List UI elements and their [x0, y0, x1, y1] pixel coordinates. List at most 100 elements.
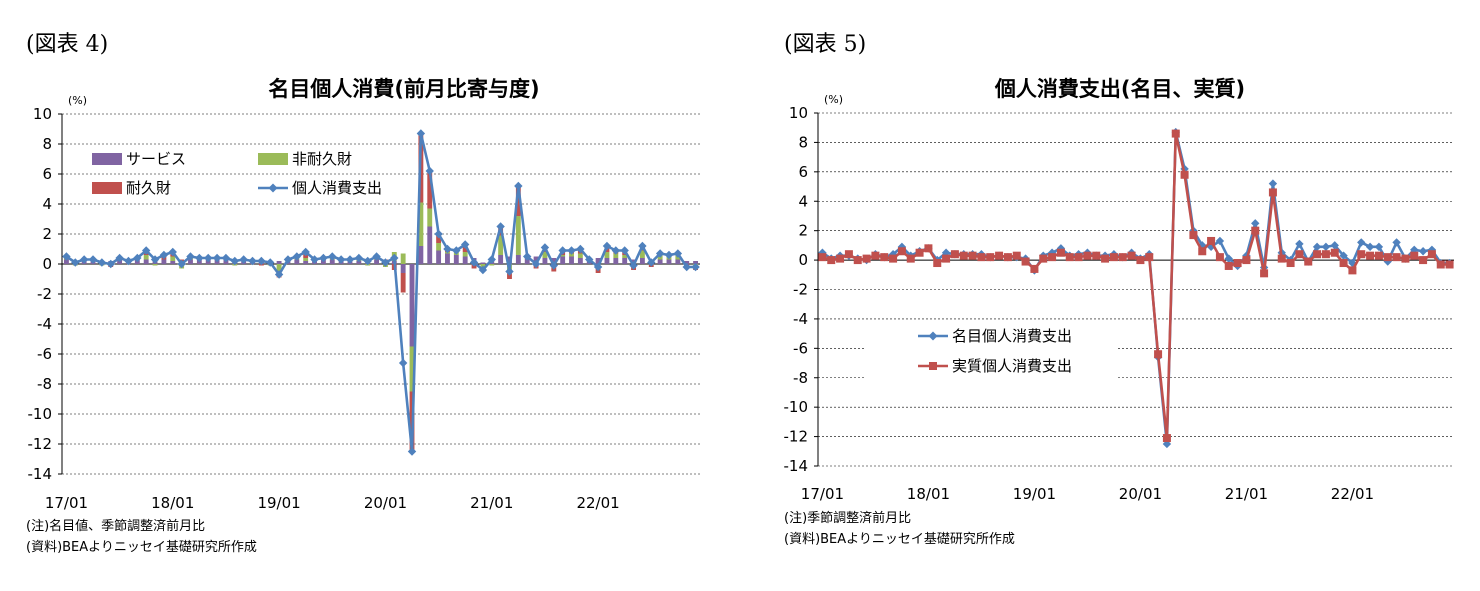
- bar-segment: [303, 258, 309, 261]
- y-tick-label: -10: [28, 405, 53, 423]
- data-point: [844, 250, 853, 259]
- data-point: [664, 250, 674, 260]
- data-point: [1321, 242, 1331, 252]
- figure-5-label: (図表 5): [784, 32, 867, 57]
- data-point: [1330, 241, 1339, 250]
- bar-segment: [604, 258, 610, 264]
- series-line: [821, 130, 1450, 446]
- data-point: [230, 256, 239, 266]
- y-axis-unit: (%): [824, 93, 843, 106]
- y-tick-label: 4: [42, 195, 52, 213]
- x-tick-label: 22/01: [1331, 485, 1374, 503]
- data-point: [576, 244, 585, 254]
- y-tick-label: 10: [33, 105, 52, 123]
- data-point: [942, 254, 951, 263]
- data-point: [1180, 170, 1189, 179]
- y-tick-label: 8: [798, 133, 808, 151]
- data-point: [1251, 219, 1260, 228]
- data-point: [1083, 251, 1092, 260]
- bar-segment: [294, 259, 300, 264]
- bar-segment: [418, 202, 424, 246]
- data-point: [540, 243, 550, 252]
- data-point: [827, 256, 836, 265]
- data-point: [1357, 250, 1366, 259]
- data-point: [133, 253, 142, 263]
- data-point: [1313, 250, 1322, 259]
- data-point: [88, 255, 98, 264]
- x-tick-label: 19/01: [257, 494, 300, 512]
- bar-segment: [489, 264, 495, 266]
- data-point: [292, 252, 302, 261]
- data-point: [1189, 231, 1198, 240]
- legend-box: [866, 320, 1116, 380]
- data-point: [71, 258, 80, 267]
- data-point: [443, 244, 452, 254]
- y-tick-label: -4: [793, 310, 808, 328]
- data-point: [398, 358, 408, 368]
- bar-segment: [409, 264, 415, 347]
- y-tick-label: -14: [784, 457, 809, 475]
- data-point: [390, 253, 399, 263]
- bar-segment: [666, 259, 672, 264]
- bar-segment: [515, 255, 521, 264]
- figure-5-note: (注)季節調整済前月比: [784, 511, 912, 526]
- bar-segment: [418, 246, 424, 264]
- data-point: [1268, 188, 1277, 197]
- data-point: [1048, 253, 1057, 262]
- data-point: [1427, 250, 1436, 259]
- bar-segment: [152, 264, 158, 266]
- bar-segment: [498, 255, 504, 264]
- data-point: [1136, 256, 1145, 265]
- bar-segment: [303, 261, 309, 264]
- bar-segment: [675, 259, 681, 264]
- bar-segment: [622, 255, 628, 258]
- data-point: [1268, 179, 1278, 188]
- data-point: [106, 259, 115, 269]
- data-point: [168, 247, 177, 257]
- bar-segment: [143, 259, 149, 264]
- figure-5-panel: (図表 5) 個人消費支出(名目、実質) (%) 10 8 6 4 2 0 -2 -4 -6 -8 -1…: [740, 0, 1480, 591]
- data-point: [1304, 257, 1313, 266]
- y-tick-label: 6: [42, 165, 52, 183]
- bar-segment: [498, 235, 504, 255]
- bar-segment: [551, 258, 557, 264]
- data-point: [871, 251, 880, 260]
- data-point: [1074, 253, 1083, 262]
- data-point: [1365, 242, 1375, 252]
- data-point: [1162, 434, 1171, 443]
- y-tick-label: -6: [793, 339, 808, 357]
- bar-segment: [613, 253, 619, 258]
- bar-segment: [445, 253, 450, 264]
- data-point: [1321, 250, 1330, 259]
- x-tick-label: 19/01: [1013, 485, 1056, 503]
- data-point: [1436, 260, 1445, 269]
- data-point: [862, 254, 871, 263]
- data-point: [496, 222, 505, 231]
- data-point: [1427, 245, 1437, 254]
- data-point: [345, 255, 355, 264]
- bar-segment: [400, 264, 406, 273]
- data-point: [915, 248, 924, 257]
- bar-segment: [569, 256, 574, 264]
- bar-segment: [560, 255, 566, 257]
- data-point: [818, 253, 827, 262]
- data-point: [968, 251, 977, 260]
- data-point: [221, 253, 231, 263]
- data-point: [638, 241, 647, 251]
- bar-segment: [374, 259, 380, 264]
- data-point: [1312, 242, 1322, 252]
- data-point: [558, 246, 567, 255]
- data-point: [1224, 261, 1233, 270]
- data-point: [691, 262, 700, 272]
- bar-segment: [436, 234, 442, 243]
- data-point: [487, 255, 496, 264]
- figure-5-source: (資料)BEAよりニッセイ基礎研究所作成: [784, 532, 1015, 547]
- bar-segment: [515, 216, 521, 255]
- data-point: [407, 447, 417, 456]
- data-point: [986, 253, 995, 262]
- legend-label: 非耐久財: [292, 150, 352, 168]
- x-tick-label: 22/01: [576, 494, 619, 512]
- data-point: [647, 258, 656, 267]
- bar-segment: [577, 253, 583, 258]
- bar-segment: [569, 253, 574, 257]
